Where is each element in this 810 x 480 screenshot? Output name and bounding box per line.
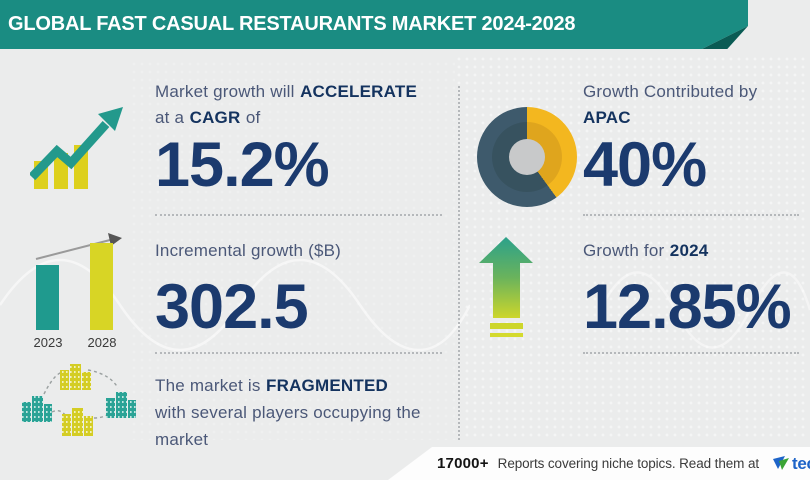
fragmented-label: The market is FRAGMENTED with several pla… [155,372,465,453]
incremental-growth-label: Incremental growth ($B) [155,241,342,260]
divider-right-1 [583,214,799,216]
cagr-label-line2a: at a [155,108,185,127]
apac-value: 40% [583,130,707,200]
cagr-label-accelerate: ACCELERATE [300,82,417,101]
technavio-logo: technavio [772,454,810,474]
page-title: GLOBAL FAST CASUAL RESTAURANTS MARKET 20… [8,13,576,35]
fragmented-market-icon [22,364,136,436]
growth-2024-value: 12.85% [583,272,792,342]
growth-arrow-icon [479,237,533,337]
divider-vertical [458,86,460,440]
technavio-logo-icon [773,456,790,470]
cagr-label-cagr: CAGR [189,108,241,127]
divider-right-2 [583,352,799,354]
apac-donut-icon [477,107,577,207]
growth-2024-text: Growth for [583,241,665,260]
bar-year-right-label: 2028 [88,335,117,350]
footer-bar: 17000+ Reports covering niche topics. Re… [388,447,810,480]
cagr-label-line1: Market growth will [155,82,295,101]
footer-message: Reports covering niche topics. Read them… [497,456,760,471]
brand-text-tech: tech [792,453,810,473]
apac-label-line1: Growth Contributed by [583,82,758,101]
fragmented-line2: with several players occupying the [155,403,421,422]
bar-comparison-icon: 2023 2028 [34,233,122,350]
growth-2024-year: 2024 [669,241,709,260]
header-ribbon: GLOBAL FAST CASUAL RESTAURANTS MARKET 20… [0,0,748,49]
report-count: 17000+ [437,455,489,472]
fragmented-line1: The market is [155,376,261,395]
divider-middle-2 [155,352,442,354]
apac-label-line2: APAC [583,108,631,127]
fragmented-line3: market [155,430,209,449]
growth-2024-label: Growth for 2024 [583,238,803,264]
cagr-value: 15.2% [155,130,330,200]
growth-trend-icon [30,107,123,189]
divider-middle-1 [155,214,442,216]
cagr-label: Market growth will ACCELERATE at a CAGR of [155,79,455,131]
apac-label: Growth Contributed by APAC [583,79,803,131]
cagr-label-line2b: of [245,108,261,127]
incremental-growth-value: 302.5 [155,272,309,342]
fragmented-bold: FRAGMENTED [266,376,388,395]
bar-year-left-label: 2023 [34,335,63,350]
